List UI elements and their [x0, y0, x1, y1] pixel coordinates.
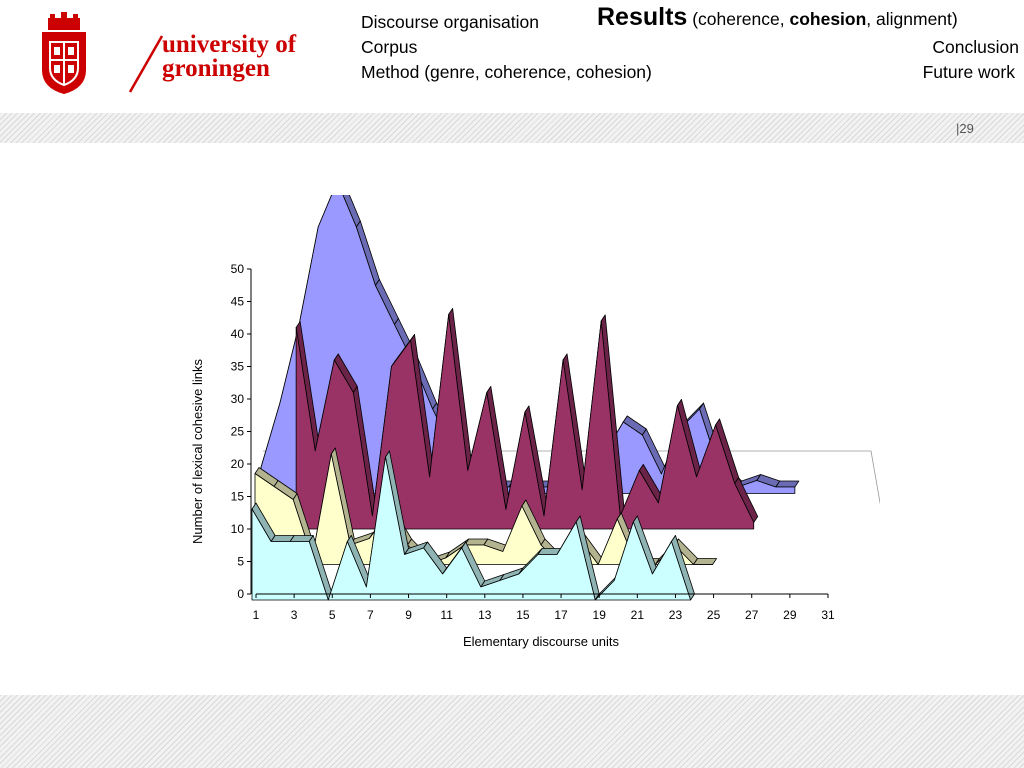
nav-discourse-organisation[interactable]: Discourse organisation: [361, 12, 540, 32]
logo-text-line2: groningen: [162, 55, 270, 82]
x-tick-label: 1: [253, 608, 260, 622]
nav-results[interactable]: Results (coherence, cohesion, alignment): [597, 5, 958, 32]
x-tick-label: 23: [669, 608, 683, 622]
series-edge-segment: [775, 480, 800, 488]
logo-text-line1: university of: [162, 31, 297, 58]
nav-results-close: , alignment): [866, 9, 958, 29]
series-area: [295, 314, 755, 530]
y-tick-label: 0: [237, 587, 244, 601]
y-axis-label: Number of lexical cohesive links: [190, 359, 205, 544]
series-fl02: [251, 450, 695, 601]
x-tick-label: 7: [367, 608, 374, 622]
crest-icon: [42, 12, 86, 94]
x-tick-label: 13: [478, 608, 492, 622]
nav-method[interactable]: Method (genre, coherence, cohesion): [361, 62, 652, 82]
x-tick-label: 3: [291, 608, 298, 622]
x-tick-label: 25: [707, 608, 721, 622]
nav-conclusion[interactable]: Conclusion: [932, 37, 1019, 57]
x-tick-label: 29: [783, 608, 797, 622]
x-tick-label: 15: [516, 608, 530, 622]
y-tick-label: 30: [231, 392, 245, 406]
y-tick-label: 40: [231, 327, 245, 341]
x-tick-label: 11: [440, 608, 453, 622]
x-tick-label: 9: [405, 608, 412, 622]
nav-corpus[interactable]: Corpus: [361, 37, 418, 57]
y-tick-label: 45: [231, 295, 245, 309]
nav-results-title: Results: [597, 3, 688, 31]
x-tick-label: 31: [821, 608, 835, 622]
x-axis-label: Elementary discourse units: [463, 634, 620, 649]
section-navigation: Discourse organisation Results (coherenc…: [361, 5, 1019, 85]
nav-future-work[interactable]: Future work: [922, 62, 1015, 82]
university-logo: university of groningen: [42, 12, 297, 94]
y-tick-label: 25: [231, 425, 245, 439]
x-tick-label: 21: [631, 608, 645, 622]
y-tick-label: 50: [231, 262, 245, 276]
y-tick-label: 15: [231, 490, 245, 504]
footer-band: [0, 695, 1024, 768]
y-tick-label: 20: [231, 457, 245, 471]
nav-results-open: (coherence,: [692, 9, 790, 29]
x-tick-label: 27: [745, 608, 759, 622]
y-tick-label: 10: [231, 522, 245, 536]
series-edge-segment: [693, 558, 717, 565]
x-tick-label: 17: [554, 608, 568, 622]
nav-results-bold: cohesion: [789, 9, 867, 29]
x-tick-label: 19: [593, 608, 607, 622]
page-number: |29: [956, 121, 974, 136]
cohesive-links-chart: EE01EE02FL01FL02051015202530354045501357…: [190, 195, 880, 649]
header-band: [0, 113, 1024, 143]
y-tick-label: 5: [237, 555, 244, 569]
series-area: [251, 456, 691, 601]
y-tick-label: 35: [231, 360, 245, 374]
series-ee02: [295, 308, 759, 530]
x-tick-label: 5: [329, 608, 336, 622]
